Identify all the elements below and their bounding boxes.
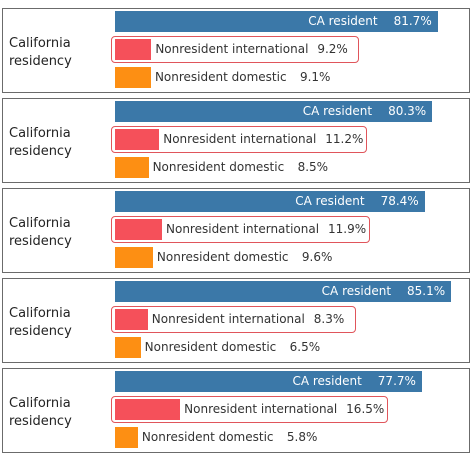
bar-nonresident-international (115, 219, 162, 240)
highlight-box (111, 36, 360, 63)
category-label: CA resident (308, 14, 378, 28)
bar-nonresident-domestic (115, 247, 153, 268)
bar-nonresident-international (115, 129, 160, 150)
category-label-nonresident-international: Nonresident international (151, 312, 305, 326)
bar-nonresident-domestic (115, 427, 138, 448)
category-label: CA resident (321, 284, 392, 298)
value-label: 85.1% (407, 284, 446, 298)
bar-ca-resident (115, 11, 438, 32)
value-label-nonresident-international: 11.9% (328, 222, 367, 236)
bar-nonresident-international (115, 399, 181, 420)
bar-label-ca-resident: CA resident 81.7% (308, 11, 431, 32)
bar-nonresident-domestic (115, 157, 149, 178)
category-label-nonresident-domestic: Nonresident domestic (154, 70, 287, 84)
category-label: CA resident (292, 374, 362, 388)
bar-nonresident-domestic (115, 337, 141, 358)
category-label-nonresident-domestic: Nonresident domestic (156, 250, 289, 264)
value-label: 77.7% (377, 374, 416, 388)
category-label-nonresident-domestic: Nonresident domestic (152, 160, 285, 174)
value-label: 81.7% (393, 14, 432, 28)
value-label-nonresident-domestic: 6.5% (289, 340, 321, 354)
chart-panel-4: California residency CA resident 85.1% Nonr… (2, 278, 470, 363)
category-label-nonresident-international: Nonresident international (166, 222, 320, 236)
category-label-nonresident-domestic: Nonresident domestic (141, 430, 274, 444)
bar-ca-resident (115, 371, 422, 392)
row-label: California residency (9, 306, 72, 339)
bar-label-ca-resident: CA resident 78.4% (295, 191, 418, 212)
value-label-nonresident-international: 9.2% (317, 42, 348, 56)
bar-nonresident-international (115, 39, 152, 60)
bar-label-ca-resident: CA resident 85.1% (322, 281, 445, 302)
highlight-box (111, 396, 389, 423)
value-label-nonresident-domestic: 8.5% (297, 160, 329, 174)
value-label: 80.3% (388, 104, 427, 118)
row-label: California residency (9, 216, 72, 249)
value-label-nonresident-domestic: 5.8% (286, 430, 318, 444)
row-label: California residency (9, 36, 72, 69)
bar-nonresident-domestic (115, 67, 151, 88)
bar-ca-resident (115, 191, 425, 212)
value-label-nonresident-international: 8.3% (313, 312, 345, 326)
row-label: California residency (9, 396, 72, 429)
row-label: California residency (9, 126, 72, 159)
highlight-box (111, 126, 368, 153)
bar-ca-resident (115, 101, 433, 122)
category-label: CA resident (295, 194, 365, 208)
chart-panel-1: California residency CA resident 81.7% Nonr… (2, 8, 470, 93)
category-label-nonresident-international: Nonresident international (163, 132, 317, 146)
value-label-nonresident-international: 16.5% (346, 402, 385, 416)
bar-ca-resident (115, 281, 452, 302)
category-label-nonresident-domestic: Nonresident domestic (144, 340, 277, 354)
chart-panel-3: California residency CA resident 78.4% Nonr… (2, 188, 470, 273)
value-label-nonresident-domestic: 9.1% (299, 70, 331, 84)
bar-label-ca-resident: CA resident 80.3% (303, 101, 426, 122)
value-label-nonresident-international: 11.2% (325, 132, 364, 146)
highlight-box (111, 216, 370, 243)
highlight-box (111, 306, 356, 333)
chart-panel-5: California residency CA resident 77.7% Nonr… (2, 368, 470, 453)
value-label-nonresident-domestic: 9.6% (301, 250, 333, 264)
bar-label-ca-resident: CA resident 77.7% (292, 371, 415, 392)
category-label-nonresident-international: Nonresident international (155, 42, 309, 56)
category-label: CA resident (302, 104, 373, 118)
chart-panel-2: California residency CA resident 80.3% Nonr… (2, 98, 470, 183)
value-label: 78.4% (380, 194, 419, 208)
bar-nonresident-international (115, 309, 148, 330)
category-label-nonresident-international: Nonresident international (184, 402, 338, 416)
